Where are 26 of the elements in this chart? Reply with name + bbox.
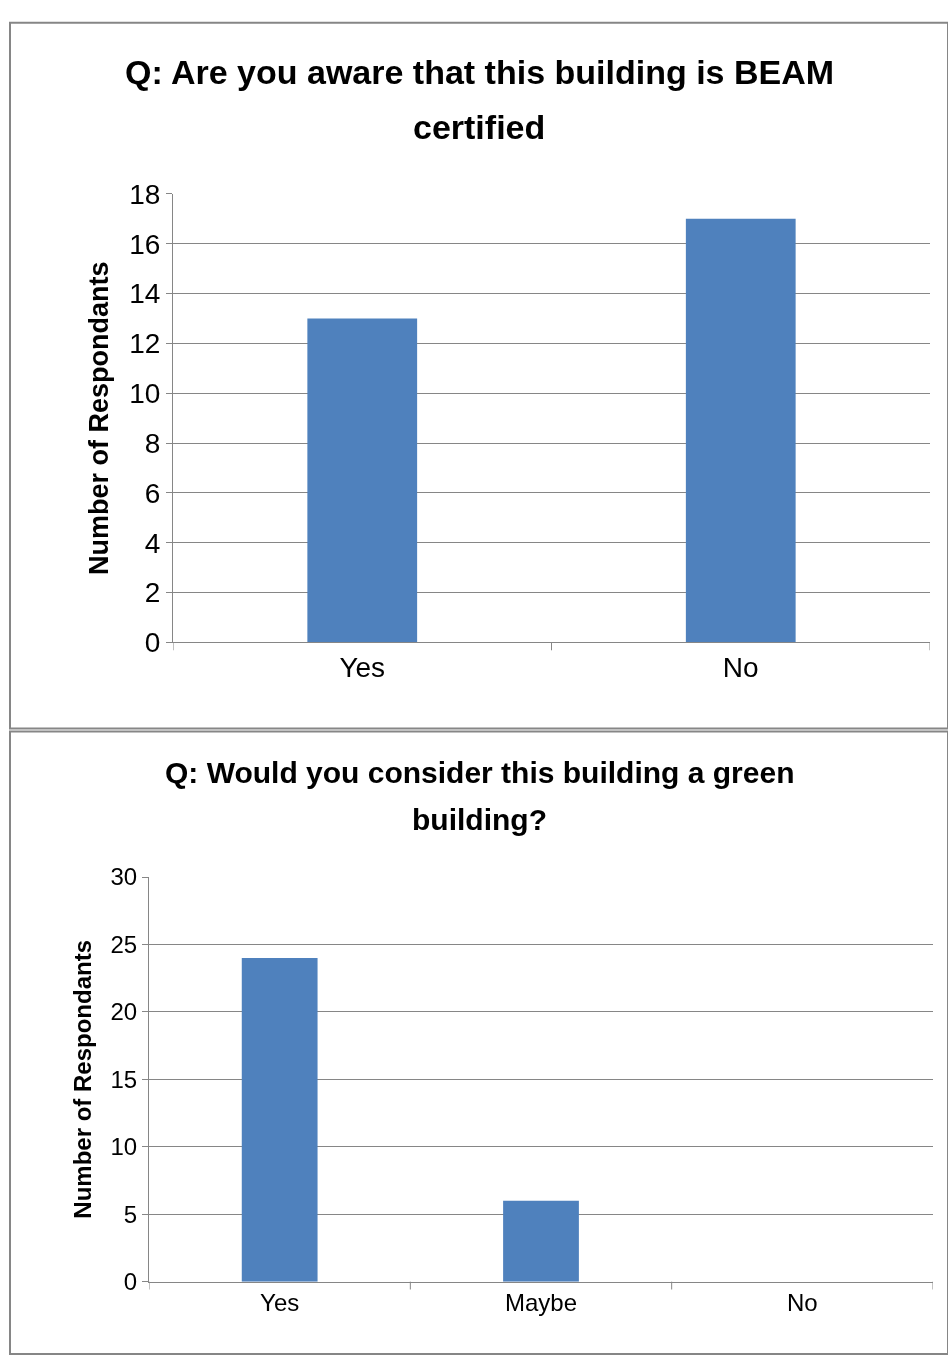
y-tick-label: 5 [123,1200,138,1228]
y-tick-label: 2 [144,577,161,609]
y-tick-label: 10 [110,1133,138,1161]
x-tick-label: No [722,652,759,684]
y-tick-label: 8 [144,427,161,459]
chart-title: Q: Would you consider this building a green building? [165,756,795,836]
y-tick-label: 16 [129,228,161,260]
y-tick-label: 0 [144,627,161,659]
y-tick-label: 20 [110,998,138,1026]
y-tick-label: 15 [110,1065,138,1093]
chart-title: Q: Are you aware that this building is BEAM certified [125,53,835,146]
y-axis-title: Number of Respondants [68,940,96,1219]
y-tick-label: 18 [129,178,161,210]
y-tick-label: 14 [129,278,161,310]
y-axis-title: Number of Respondants [84,261,115,575]
y-tick-label: 25 [110,930,138,958]
x-tick-label: No [786,1289,818,1317]
y-tick-label: 12 [129,328,161,360]
y-tick-label: 4 [144,527,161,559]
y-tick-label: 6 [144,477,161,509]
x-tick-label: Maybe [504,1289,578,1317]
y-tick-label: 0 [123,1268,138,1296]
x-tick-label: Yes [339,652,386,684]
y-tick-label: 30 [110,863,138,891]
y-tick-label: 10 [129,378,161,410]
x-tick-label: Yes [260,1289,300,1317]
